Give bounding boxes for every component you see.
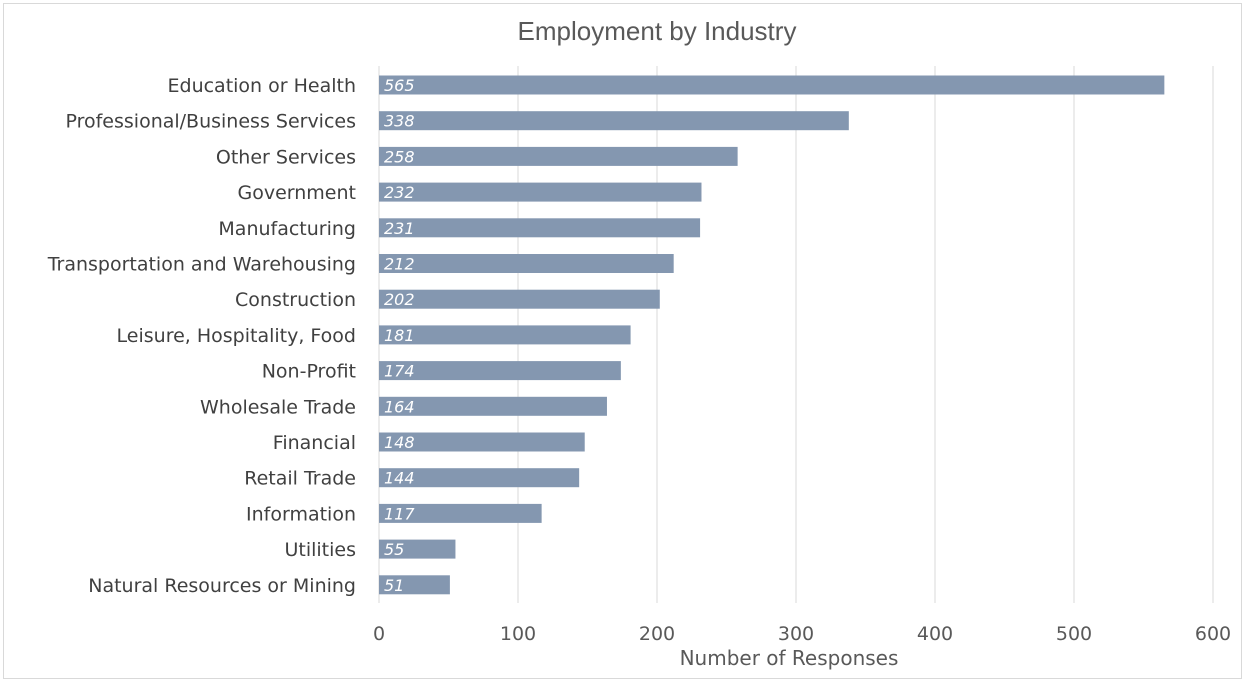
- bar: [379, 503, 542, 523]
- bar: [379, 218, 701, 238]
- x-axis-title: Number of Responses: [680, 646, 899, 670]
- x-tick-label: 300: [778, 623, 814, 645]
- bar: [379, 361, 621, 381]
- bar: [379, 468, 580, 488]
- data-label: 212: [384, 255, 415, 274]
- data-label: 565: [384, 76, 415, 95]
- data-label: 55: [384, 540, 404, 559]
- category-label: Transportation and Warehousing: [47, 254, 356, 276]
- bar: [379, 254, 674, 273]
- category-label: Leisure, Hospitality, Food: [117, 325, 356, 347]
- data-label: 148: [384, 433, 415, 452]
- bar: [379, 432, 585, 452]
- x-axis-tick-labels: 0 100 200 300 400 500 600: [373, 623, 1231, 645]
- category-label: Education or Health: [168, 75, 357, 97]
- category-label: Manufacturing: [218, 218, 356, 240]
- category-label: Other Services: [216, 146, 356, 168]
- bar: [379, 182, 702, 202]
- bar: [379, 396, 607, 416]
- data-label: 144: [384, 469, 415, 488]
- x-tick-label: 500: [1056, 623, 1092, 645]
- chart-title: Employment by Industry: [518, 16, 797, 46]
- bar: [379, 75, 1165, 95]
- category-label: Financial: [273, 432, 356, 454]
- bar: [379, 539, 456, 559]
- data-label: 231: [384, 219, 415, 238]
- category-labels: Education or Health Professional/Business…: [47, 75, 356, 597]
- x-tick-label: 100: [500, 623, 536, 645]
- category-label: Information: [246, 503, 356, 525]
- data-label: 51: [384, 576, 404, 595]
- category-label: Non-Profit: [262, 361, 356, 383]
- category-label: Utilities: [284, 539, 356, 561]
- data-label: 181: [384, 326, 415, 345]
- x-tick-label: 200: [639, 623, 675, 645]
- category-label: Wholesale Trade: [200, 396, 356, 418]
- bar: [379, 289, 660, 309]
- bar: [379, 111, 849, 131]
- data-label: 202: [384, 290, 415, 309]
- category-label: Government: [238, 182, 357, 204]
- x-tick-label: 400: [917, 623, 953, 645]
- data-label: 164: [384, 397, 415, 416]
- data-label: 174: [384, 362, 415, 381]
- data-label: 258: [384, 147, 415, 166]
- x-tick-label: 600: [1195, 623, 1231, 645]
- bar: [379, 146, 738, 166]
- bars: 565 338 258 232 231 212 202 181 174 164 148 144 117 5…: [379, 75, 1165, 595]
- category-label: Natural Resources or Mining: [88, 575, 356, 597]
- category-label: Retail Trade: [244, 468, 356, 490]
- category-label: Professional/Business Services: [65, 111, 356, 133]
- data-label: 338: [384, 112, 415, 131]
- data-label: 117: [384, 504, 415, 523]
- x-tick-label: 0: [373, 623, 385, 645]
- bar: [379, 325, 631, 345]
- bar: [379, 575, 450, 595]
- category-label: Construction: [235, 289, 356, 311]
- data-label: 232: [384, 183, 415, 202]
